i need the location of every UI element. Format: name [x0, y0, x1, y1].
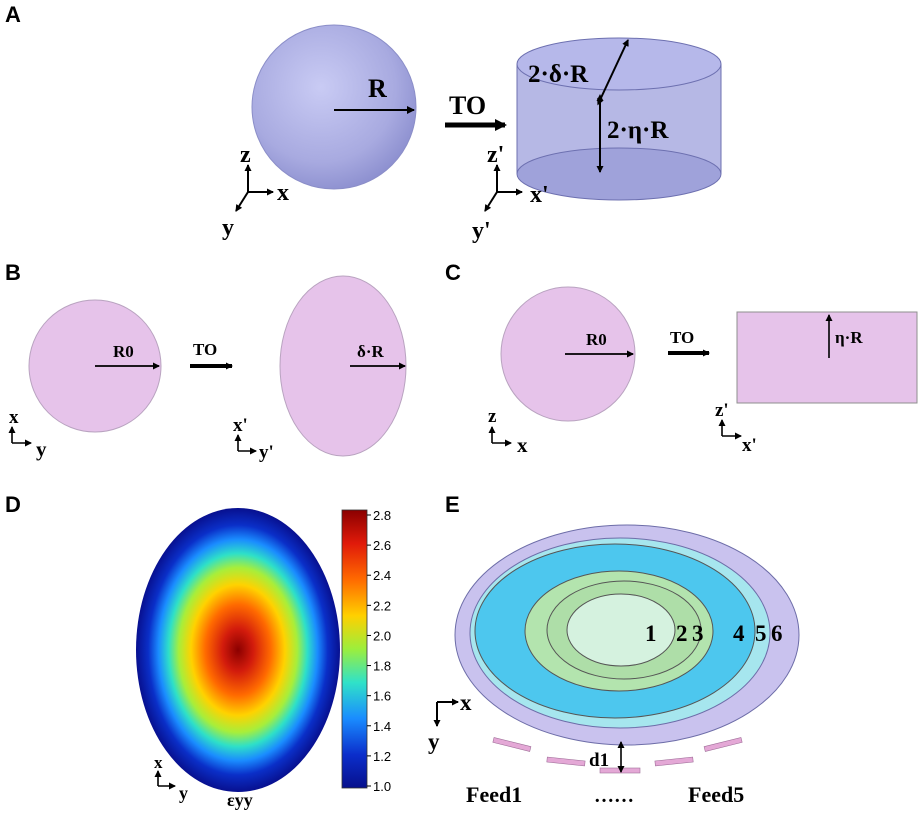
- rect-label-c: η·R: [835, 328, 863, 347]
- ring-label-1: 1: [645, 621, 657, 646]
- colorbar: [341, 509, 368, 789]
- distance-label: d1: [589, 750, 609, 771]
- colorbar-tick-label: 2.8: [373, 508, 391, 523]
- colorbar-tick-label: 1.6: [373, 689, 391, 704]
- ellipse-b: [279, 275, 407, 457]
- ring-label-3: 3: [692, 621, 704, 646]
- colorbar-tick-label: 2.6: [373, 538, 391, 553]
- axes-a-left: z x y: [222, 142, 289, 241]
- svg-text:x: x: [517, 433, 528, 457]
- axes-e: x y: [428, 690, 472, 754]
- panel-b-letter: B: [5, 260, 21, 285]
- radius-label-b: R0: [113, 342, 134, 361]
- rectangle-c: [736, 311, 918, 404]
- axes-a-right: z' x' y': [472, 142, 549, 244]
- svg-text:z': z': [487, 142, 504, 168]
- ring-label-5: 5: [755, 621, 767, 646]
- feed-dots: ……: [594, 785, 634, 807]
- panel-c: C R0 TO η·R z x z' x': [445, 260, 918, 457]
- panel-e: E 1 2 3 4 5 6 d1 Feed1 …… Feed5: [428, 492, 800, 807]
- svg-text:z: z: [240, 142, 251, 168]
- axes-b-left: x y: [8, 407, 47, 461]
- colorbar-label: εyy: [227, 790, 253, 810]
- ring-lens: [454, 524, 800, 746]
- width-arrow: [597, 39, 629, 106]
- svg-text:x: x: [154, 753, 163, 772]
- svg-text:z': z': [715, 400, 729, 421]
- axes-d: x y: [154, 753, 188, 803]
- colorbar-tick-label: 2.4: [373, 568, 391, 583]
- panel-a: A R TO 2·δ·R 2·η·R z x y: [5, 2, 722, 244]
- axes-c-right: z' x': [715, 400, 757, 456]
- colorbar-tick-label: 1.0: [373, 779, 391, 794]
- svg-text:x': x': [742, 435, 757, 456]
- to-label-b: TO: [193, 340, 217, 359]
- svg-text:x: x: [277, 180, 289, 206]
- panel-b: B R0 TO δ·R x y x' y': [5, 260, 407, 463]
- svg-text:y: y: [428, 729, 440, 754]
- colorbar-tick-label: 1.4: [373, 719, 391, 734]
- width-label: 2·δ·R: [528, 61, 589, 88]
- panel-e-letter: E: [445, 492, 460, 517]
- radius-label-c: R0: [586, 330, 607, 349]
- svg-text:y': y': [259, 442, 274, 463]
- axes-b-right: x' y': [233, 415, 274, 463]
- colorbar-tick-label: 2.2: [373, 598, 391, 613]
- panel-a-letter: A: [5, 2, 21, 27]
- svg-text:y: y: [36, 437, 47, 461]
- panel-d-letter: D: [5, 492, 21, 517]
- svg-text:y: y: [222, 215, 234, 241]
- permittivity-map: [136, 508, 340, 792]
- ring-label-2: 2: [676, 621, 688, 646]
- axes-c-left: z x: [488, 406, 528, 457]
- svg-text:x: x: [9, 407, 19, 428]
- colorbar-tick-label: 1.8: [373, 659, 391, 674]
- svg-text:z: z: [488, 406, 497, 427]
- svg-text:x': x': [233, 415, 248, 436]
- feed-first-label: Feed1: [466, 782, 522, 807]
- ellipse-label-b: δ·R: [357, 342, 384, 361]
- sphere: [251, 24, 417, 190]
- to-label: TO: [449, 91, 486, 120]
- panel-c-letter: C: [445, 260, 461, 285]
- to-label-c: TO: [670, 328, 694, 347]
- feed-last-label: Feed5: [688, 782, 744, 807]
- svg-text:y: y: [179, 783, 188, 803]
- ring-label-6: 6: [771, 621, 783, 646]
- height-label: 2·η·R: [607, 117, 669, 144]
- colorbar-tick-label: 1.2: [373, 749, 391, 764]
- svg-text:y': y': [472, 218, 491, 244]
- svg-text:x: x: [460, 690, 472, 715]
- colorbar-ticks: 2.8 2.6 2.4 2.2 2.0 1.8 1.6 1.4 1.2 1.0: [367, 508, 391, 794]
- panel-d: D 2.8 2.6 2.4 2.2 2.0 1.8 1.6 1.4 1.2 1.0 εyy x y: [5, 492, 391, 810]
- svg-text:x': x': [530, 182, 549, 208]
- colorbar-tick-label: 2.0: [373, 628, 391, 643]
- ring-label-4: 4: [733, 621, 745, 646]
- radius-label: R: [368, 74, 387, 103]
